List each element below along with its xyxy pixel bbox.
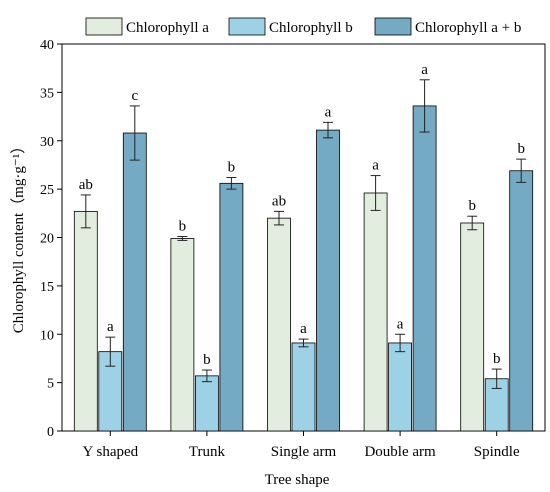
significance-label: b [179, 219, 187, 235]
x-tick-label: Spindle [474, 444, 520, 460]
bar [267, 217, 291, 432]
significance-label: ab [79, 177, 93, 193]
bar [363, 192, 388, 432]
y-tick-label: 30 [40, 135, 54, 150]
y-tick-label: 20 [40, 232, 54, 247]
significance-label: a [372, 158, 379, 174]
significance-label: b [517, 141, 525, 157]
legend: Chlorophyll a Chlorophyll b Chlorophyll a … [85, 17, 521, 36]
bar [122, 132, 147, 432]
bar [194, 375, 219, 432]
x-tick-label: Double arm [364, 444, 436, 460]
legend-swatch [374, 17, 412, 36]
legend-swatch [228, 17, 266, 36]
significance-label: a [325, 104, 332, 120]
x-axis-title: Tree shape [265, 472, 330, 488]
significance-label: b [203, 352, 211, 368]
legend-label: Chlorophyll a [126, 20, 209, 36]
bar [73, 210, 98, 432]
y-tick-label: 25 [40, 183, 54, 198]
y-tick-label: 35 [40, 86, 54, 101]
x-tick-label: Y shaped [82, 444, 138, 460]
significance-label: b [493, 351, 501, 367]
y-axis-title: Chlorophyll content（mg·g⁻¹） [10, 139, 27, 333]
bar [219, 182, 244, 432]
x-tick-label: Single arm [271, 444, 337, 460]
y-tick-label: 15 [40, 280, 54, 295]
y-tick-label: 0 [47, 425, 54, 440]
bar [291, 342, 316, 432]
significance-label: b [468, 198, 476, 214]
y-axis: 0 5 10 15 20 25 30 35 40 [40, 38, 62, 440]
significance-label: ab [272, 193, 286, 209]
significance-label: a [397, 316, 404, 332]
significance-label: a [421, 62, 428, 78]
significance-label: c [131, 88, 138, 104]
bar [316, 129, 340, 432]
bar [509, 170, 534, 432]
y-tick-label: 40 [40, 38, 54, 53]
x-axis: Y shaped Trunk Single arm Double arm Spindle [82, 431, 520, 460]
significance-label: b [228, 160, 236, 176]
legend-label: Chlorophyll b [269, 20, 353, 36]
bar [412, 105, 437, 432]
bar [170, 238, 195, 432]
significance-label: a [107, 319, 114, 335]
bar [388, 342, 413, 432]
y-tick-label: 10 [40, 328, 54, 343]
legend-label: Chlorophyll a + b [415, 20, 521, 36]
x-tick-label: Trunk [189, 444, 226, 460]
bar [460, 222, 485, 432]
significance-label: a [300, 321, 307, 337]
legend-swatch [85, 17, 123, 36]
y-tick-label: 5 [47, 377, 54, 392]
